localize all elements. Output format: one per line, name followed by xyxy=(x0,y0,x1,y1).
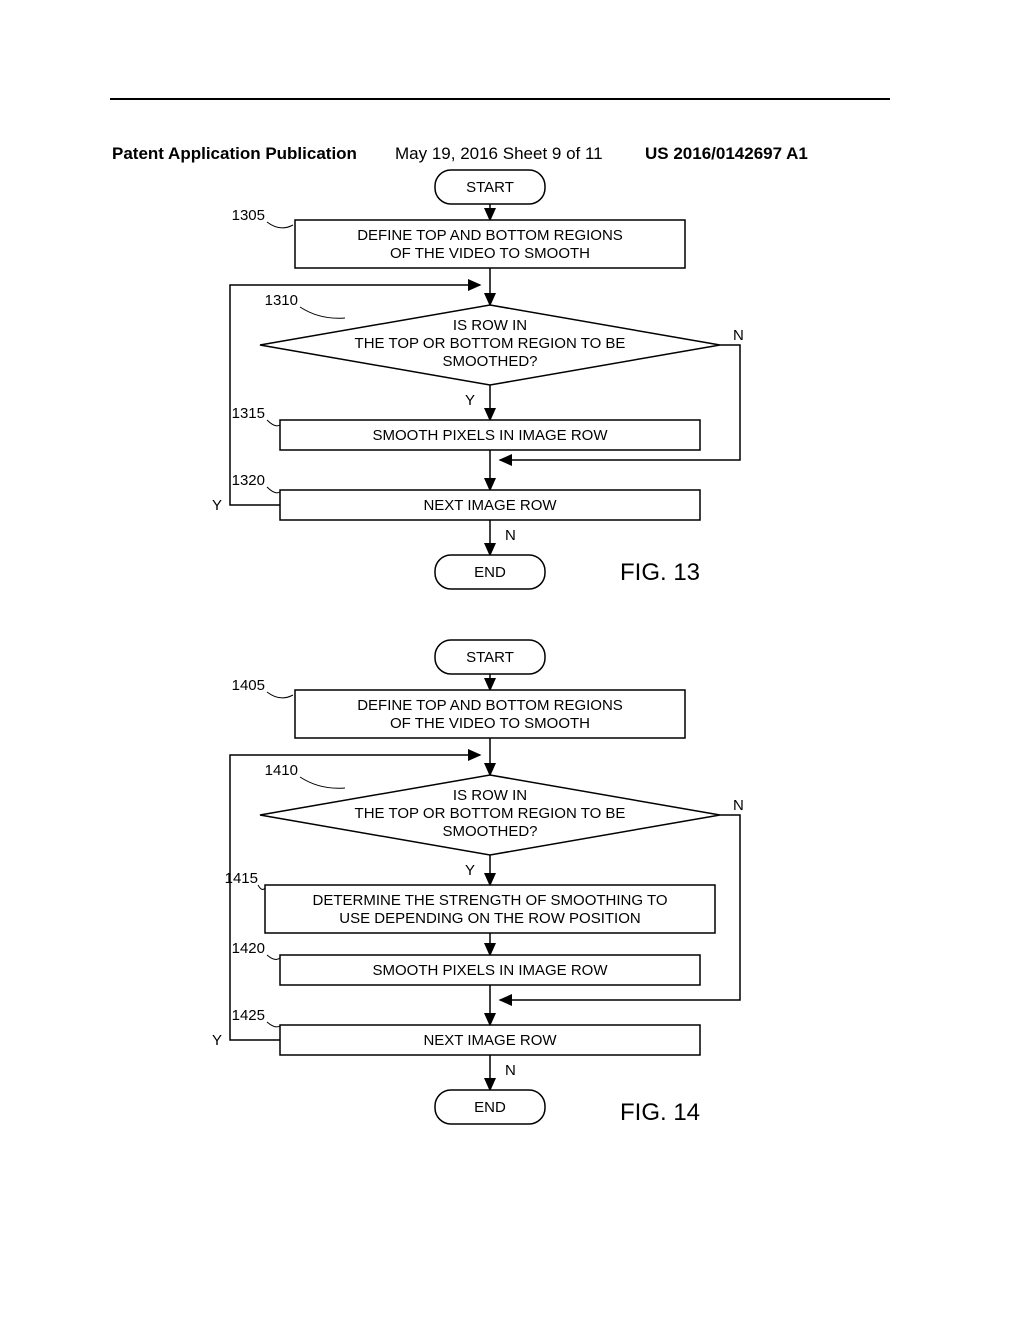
diamond-text: THE TOP OR BOTTOM REGION TO BE xyxy=(355,805,626,822)
leader xyxy=(267,222,293,228)
diamond-text: THE TOP OR BOTTOM REGION TO BE xyxy=(355,335,626,352)
ref-1425: 1425 xyxy=(232,1007,265,1024)
ref-1305: 1305 xyxy=(232,207,265,224)
leader xyxy=(267,955,280,959)
leader xyxy=(300,307,345,318)
box-text: SMOOTH PIXELS IN IMAGE ROW xyxy=(372,962,608,979)
header: Patent Application Publication May 19, 2… xyxy=(0,70,1024,100)
box-text: DEFINE TOP AND BOTTOM REGIONS xyxy=(357,697,623,714)
diamond-text: SMOOTHED? xyxy=(442,353,537,370)
page: Patent Application Publication May 19, 2… xyxy=(0,0,1024,1320)
ref-1320: 1320 xyxy=(232,472,265,489)
box-text: DETERMINE THE STRENGTH OF SMOOTHING TO xyxy=(312,892,667,909)
start-label: START xyxy=(466,649,514,666)
start-label: START xyxy=(466,179,514,196)
figure-label: FIG. 14 xyxy=(620,1099,700,1126)
leader xyxy=(267,420,280,426)
leader xyxy=(267,1022,280,1027)
no-end-label: N xyxy=(505,527,516,544)
diamond-text: IS ROW IN xyxy=(453,787,527,804)
box-text: SMOOTH PIXELS IN IMAGE ROW xyxy=(372,427,608,444)
end-label: END xyxy=(474,564,506,581)
ref-1310: 1310 xyxy=(265,292,298,309)
no-label: N xyxy=(733,327,744,344)
ref-1315: 1315 xyxy=(232,405,265,422)
yes-loop-label: Y xyxy=(212,1032,222,1049)
diamond-text: IS ROW IN xyxy=(453,317,527,334)
leader xyxy=(258,885,265,889)
yes-loop-label: Y xyxy=(212,497,222,514)
header-rule xyxy=(110,98,890,100)
ref-1405: 1405 xyxy=(232,677,265,694)
leader xyxy=(267,487,280,493)
ref-1420: 1420 xyxy=(232,940,265,957)
box-text: NEXT IMAGE ROW xyxy=(423,1032,557,1049)
yes-label: Y xyxy=(465,862,475,879)
yes-label: Y xyxy=(465,392,475,409)
end-label: END xyxy=(474,1099,506,1116)
ref-1410: 1410 xyxy=(265,762,298,779)
fig-14: START DEFINE TOP AND BOTTOM REGIONS OF T… xyxy=(0,630,1024,1230)
leader xyxy=(300,777,345,788)
box-text: USE DEPENDING ON THE ROW POSITION xyxy=(339,910,640,927)
box-text: OF THE VIDEO TO SMOOTH xyxy=(390,245,590,262)
no-end-label: N xyxy=(505,1062,516,1079)
box-text: DEFINE TOP AND BOTTOM REGIONS xyxy=(357,227,623,244)
box-text: NEXT IMAGE ROW xyxy=(423,497,557,514)
figure-label: FIG. 13 xyxy=(620,559,700,586)
fig-13: START DEFINE TOP AND BOTTOM REGIONS OF T… xyxy=(0,160,1024,640)
box-text: OF THE VIDEO TO SMOOTH xyxy=(390,715,590,732)
diamond-text: SMOOTHED? xyxy=(442,823,537,840)
leader xyxy=(267,692,293,698)
no-label: N xyxy=(733,797,744,814)
